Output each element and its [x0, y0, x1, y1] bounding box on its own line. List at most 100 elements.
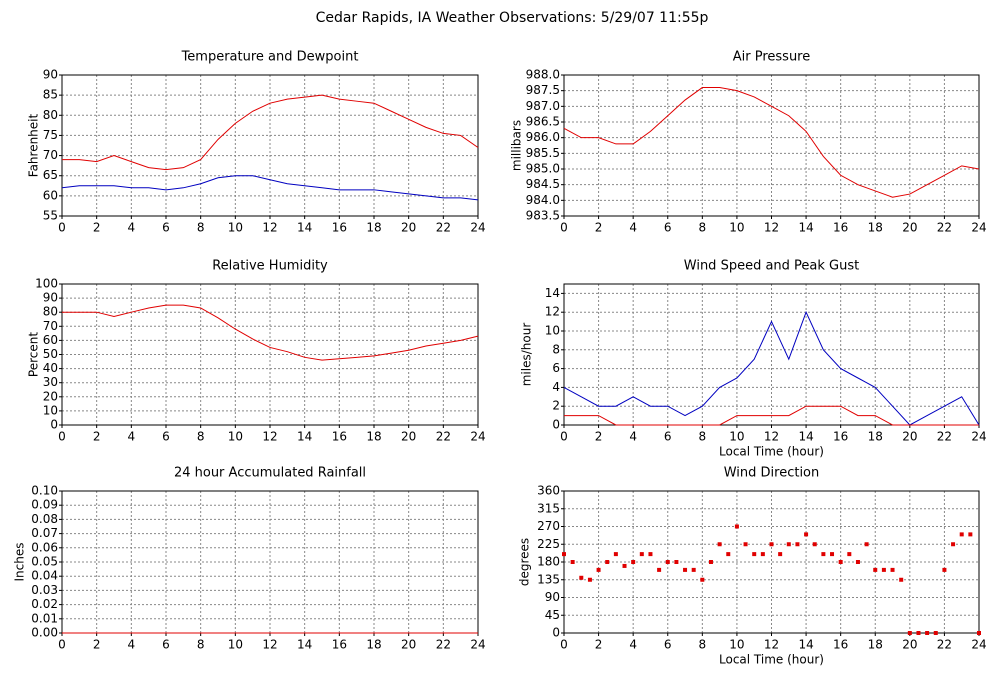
- data-point: [959, 532, 964, 537]
- y-tick-label: 225: [537, 537, 560, 551]
- x-tick-label: 22: [937, 638, 952, 652]
- y-tick-label: 983.5: [526, 209, 560, 223]
- plot-frame: [563, 74, 980, 217]
- y-tick-label: 100: [35, 277, 58, 291]
- data-point: [674, 560, 679, 564]
- x-tick-label: 14: [798, 430, 813, 444]
- data-point: [830, 552, 835, 557]
- data-point: [734, 524, 739, 529]
- x-tick-label: 16: [332, 638, 347, 652]
- data-point: [951, 542, 956, 547]
- x-tick-label: 20: [902, 638, 917, 652]
- y-axis-label: miles/hour: [520, 323, 534, 387]
- y-tick-label: 60: [43, 188, 58, 202]
- x-tick-label: 12: [764, 221, 779, 235]
- x-tick-label: 8: [197, 638, 205, 652]
- data-point: [631, 560, 636, 564]
- data-point: [717, 542, 722, 547]
- x-tick-label: 2: [595, 638, 603, 652]
- x-tick-label: 10: [228, 638, 243, 652]
- x-tick-label: 14: [297, 221, 312, 235]
- x-tick-label: 22: [937, 430, 952, 444]
- y-tick-label: 180: [537, 555, 560, 569]
- data-point: [570, 560, 575, 564]
- y-tick-label: 987.5: [526, 83, 560, 97]
- x-tick-label: 10: [228, 430, 243, 444]
- x-tick-label: 0: [58, 638, 66, 652]
- y-tick-label: 2: [552, 399, 560, 413]
- x-tick-label: 6: [162, 221, 170, 235]
- y-tick-label: 90: [43, 291, 58, 305]
- x-tick-label: 22: [937, 221, 952, 235]
- y-tick-label: 0.03: [31, 583, 58, 597]
- y-tick-label: 30: [43, 375, 58, 389]
- x-tick-label: 18: [868, 638, 883, 652]
- y-tick-label: 60: [43, 333, 58, 347]
- chart-title: Wind Direction: [724, 466, 820, 481]
- data-point: [665, 560, 670, 564]
- y-axis-label: Fahrenheit: [27, 113, 41, 177]
- y-tick-label: 0.09: [31, 498, 58, 512]
- data-point: [873, 567, 878, 572]
- x-tick-label: 2: [93, 430, 101, 444]
- x-tick-label: 16: [833, 221, 848, 235]
- x-tick-label: 12: [262, 638, 277, 652]
- x-tick-label: 0: [560, 430, 568, 444]
- y-tick-label: 985.5: [526, 146, 560, 160]
- x-tick-label: 6: [664, 638, 672, 652]
- y-tick-label: 0.06: [31, 540, 58, 554]
- y-tick-label: 50: [43, 347, 58, 361]
- y-tick-label: 12: [545, 305, 560, 319]
- x-tick-label: 6: [664, 221, 672, 235]
- x-tick-label: 18: [868, 430, 883, 444]
- x-tick-label: 4: [128, 221, 136, 235]
- x-tick-label: 4: [629, 638, 637, 652]
- y-tick-label: 0.04: [31, 569, 58, 583]
- y-tick-label: 0.00: [31, 626, 58, 640]
- data-point: [942, 567, 947, 572]
- x-tick-label: 14: [798, 638, 813, 652]
- x-tick-label: 16: [332, 221, 347, 235]
- data-point: [622, 563, 627, 568]
- x-tick-label: 14: [798, 221, 813, 235]
- data-point: [596, 567, 601, 572]
- y-tick-label: 45: [545, 608, 560, 622]
- x-tick-label: 0: [560, 221, 568, 235]
- x-tick-label: 18: [868, 221, 883, 235]
- y-tick-label: 90: [43, 68, 58, 82]
- x-tick-label: 12: [262, 430, 277, 444]
- y-tick-label: 986.0: [526, 130, 560, 144]
- x-tick-label: 0: [58, 221, 66, 235]
- y-tick-label: 0.08: [31, 512, 58, 526]
- y-tick-label: 0.10: [31, 484, 58, 498]
- x-tick-label: 20: [902, 221, 917, 235]
- x-tick-label: 8: [197, 221, 205, 235]
- data-point: [881, 567, 886, 572]
- x-tick-label: 18: [366, 638, 381, 652]
- data-point: [657, 567, 662, 572]
- x-tick-label: 20: [902, 430, 917, 444]
- y-tick-label: 988.0: [526, 68, 560, 82]
- data-point: [838, 560, 843, 564]
- x-tick-label: 12: [262, 221, 277, 235]
- x-tick-label: 2: [595, 221, 603, 235]
- y-tick-label: 75: [43, 128, 58, 142]
- data-point: [648, 552, 653, 557]
- data-line: [564, 405, 979, 426]
- x-tick-label: 22: [436, 221, 451, 235]
- y-tick-label: 70: [43, 148, 58, 162]
- data-point: [769, 542, 774, 547]
- x-tick-label: 24: [971, 430, 986, 444]
- data-point: [899, 577, 904, 582]
- x-tick-label: 24: [470, 638, 485, 652]
- y-tick-label: 80: [43, 108, 58, 122]
- data-point: [639, 552, 644, 557]
- x-tick-label: 24: [470, 430, 485, 444]
- x-tick-label: 18: [366, 221, 381, 235]
- x-tick-label: 20: [401, 221, 416, 235]
- data-point: [907, 631, 912, 635]
- y-tick-label: 55: [43, 209, 58, 223]
- data-point: [933, 631, 938, 635]
- x-tick-label: 24: [971, 638, 986, 652]
